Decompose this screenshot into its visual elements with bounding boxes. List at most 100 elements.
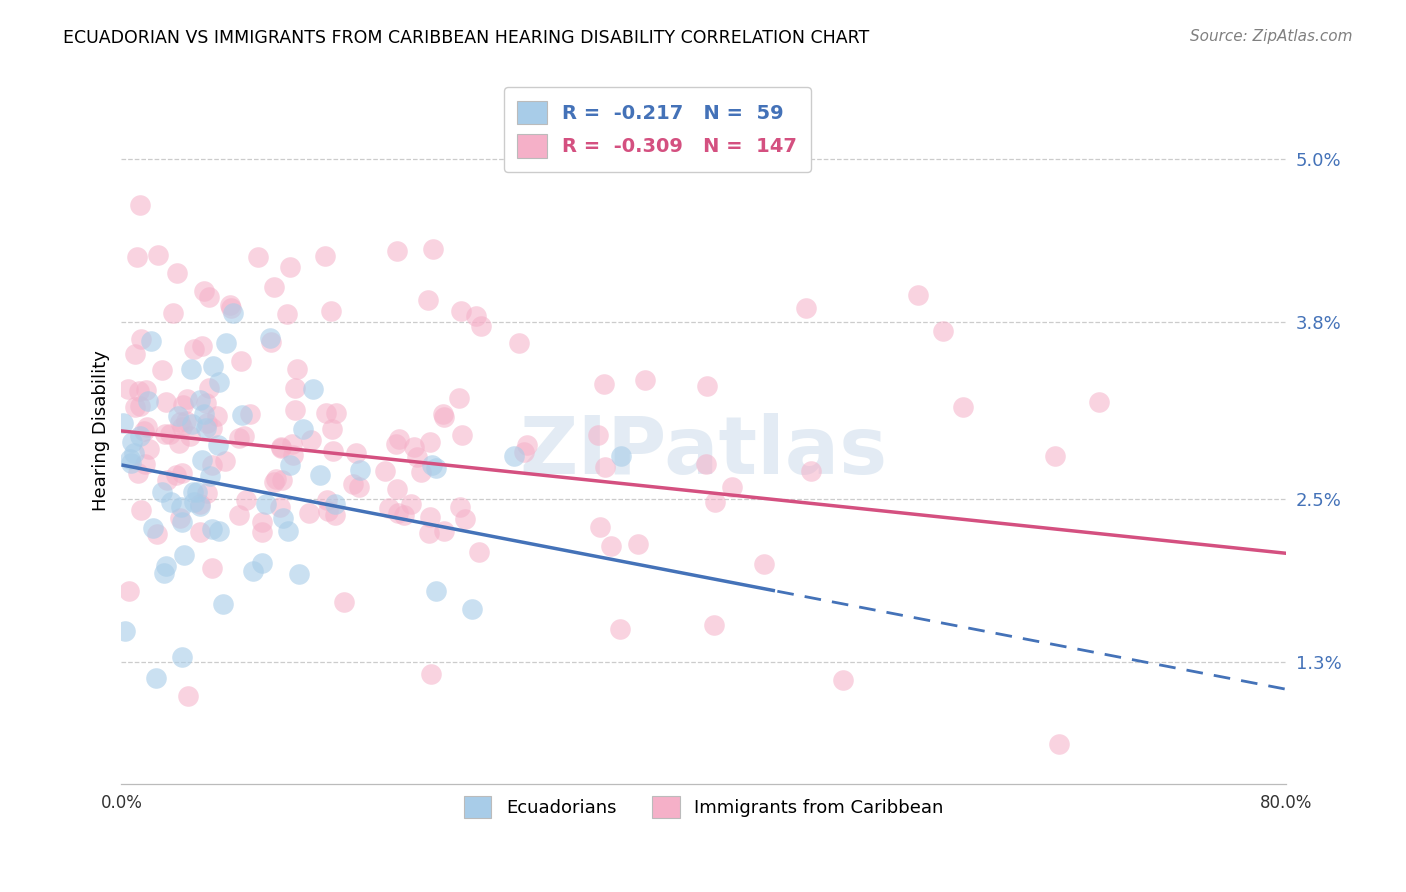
Point: [183, 342, 205, 356]
Point: [228, 508, 250, 523]
Point: [155, 558, 177, 573]
Point: [263, 475, 285, 490]
Point: [180, 417, 202, 432]
Point: [285, 362, 308, 376]
Point: [183, 485, 205, 500]
Point: [155, 394, 177, 409]
Point: [593, 376, 616, 391]
Point: [704, 495, 727, 509]
Point: [411, 465, 433, 479]
Point: [432, 407, 454, 421]
Point: [800, 464, 823, 478]
Point: [315, 406, 337, 420]
Point: [247, 250, 270, 264]
Point: [183, 494, 205, 508]
Point: [190, 392, 212, 407]
Point: [124, 346, 146, 360]
Point: [931, 324, 953, 338]
Point: [129, 332, 152, 346]
Point: [254, 497, 277, 511]
Point: [270, 441, 292, 455]
Point: [321, 421, 343, 435]
Point: [191, 452, 214, 467]
Point: [316, 493, 339, 508]
Point: [128, 384, 150, 399]
Point: [172, 516, 194, 530]
Point: [194, 396, 217, 410]
Point: [450, 304, 472, 318]
Y-axis label: Hearing Disability: Hearing Disability: [93, 351, 110, 511]
Point: [454, 512, 477, 526]
Point: [952, 400, 974, 414]
Point: [198, 381, 221, 395]
Point: [276, 307, 298, 321]
Point: [695, 458, 717, 472]
Point: [150, 362, 173, 376]
Point: [1043, 450, 1066, 464]
Point: [207, 409, 229, 423]
Point: [325, 406, 347, 420]
Point: [323, 508, 346, 523]
Legend: Ecuadorians, Immigrants from Caribbean: Ecuadorians, Immigrants from Caribbean: [457, 789, 950, 825]
Point: [402, 440, 425, 454]
Point: [169, 415, 191, 429]
Point: [385, 482, 408, 496]
Point: [170, 419, 193, 434]
Point: [128, 399, 150, 413]
Point: [468, 545, 491, 559]
Point: [416, 293, 439, 308]
Point: [169, 511, 191, 525]
Point: [231, 408, 253, 422]
Point: [214, 336, 236, 351]
Point: [610, 449, 633, 463]
Point: [406, 450, 429, 464]
Point: [170, 500, 193, 514]
Point: [172, 467, 194, 481]
Point: [250, 556, 273, 570]
Point: [387, 244, 409, 259]
Point: [419, 434, 441, 449]
Point: [349, 480, 371, 494]
Point: [284, 381, 307, 395]
Point: [593, 460, 616, 475]
Point: [129, 198, 152, 212]
Point: [627, 537, 650, 551]
Point: [314, 249, 336, 263]
Point: [394, 508, 416, 522]
Point: [111, 416, 134, 430]
Point: [219, 301, 242, 315]
Point: [321, 303, 343, 318]
Point: [114, 624, 136, 639]
Point: [388, 432, 411, 446]
Point: [250, 525, 273, 540]
Text: Source: ZipAtlas.com: Source: ZipAtlas.com: [1189, 29, 1353, 44]
Point: [349, 463, 371, 477]
Point: [153, 427, 176, 442]
Point: [281, 437, 304, 451]
Point: [284, 402, 307, 417]
Point: [135, 384, 157, 398]
Point: [179, 429, 201, 443]
Point: [344, 446, 367, 460]
Point: [470, 319, 492, 334]
Point: [145, 526, 167, 541]
Point: [170, 650, 193, 665]
Point: [399, 497, 422, 511]
Text: ECUADORIAN VS IMMIGRANTS FROM CARIBBEAN HEARING DISABILITY CORRELATION CHART: ECUADORIAN VS IMMIGRANTS FROM CARIBBEAN …: [63, 29, 869, 46]
Point: [198, 468, 221, 483]
Point: [188, 500, 211, 514]
Point: [419, 510, 441, 524]
Point: [201, 522, 224, 536]
Point: [420, 458, 443, 472]
Point: [516, 438, 538, 452]
Point: [754, 557, 776, 571]
Point: [281, 448, 304, 462]
Point: [1047, 737, 1070, 751]
Point: [120, 451, 142, 466]
Point: [287, 567, 309, 582]
Point: [118, 583, 141, 598]
Point: [323, 497, 346, 511]
Point: [264, 472, 287, 486]
Point: [207, 437, 229, 451]
Point: [503, 449, 526, 463]
